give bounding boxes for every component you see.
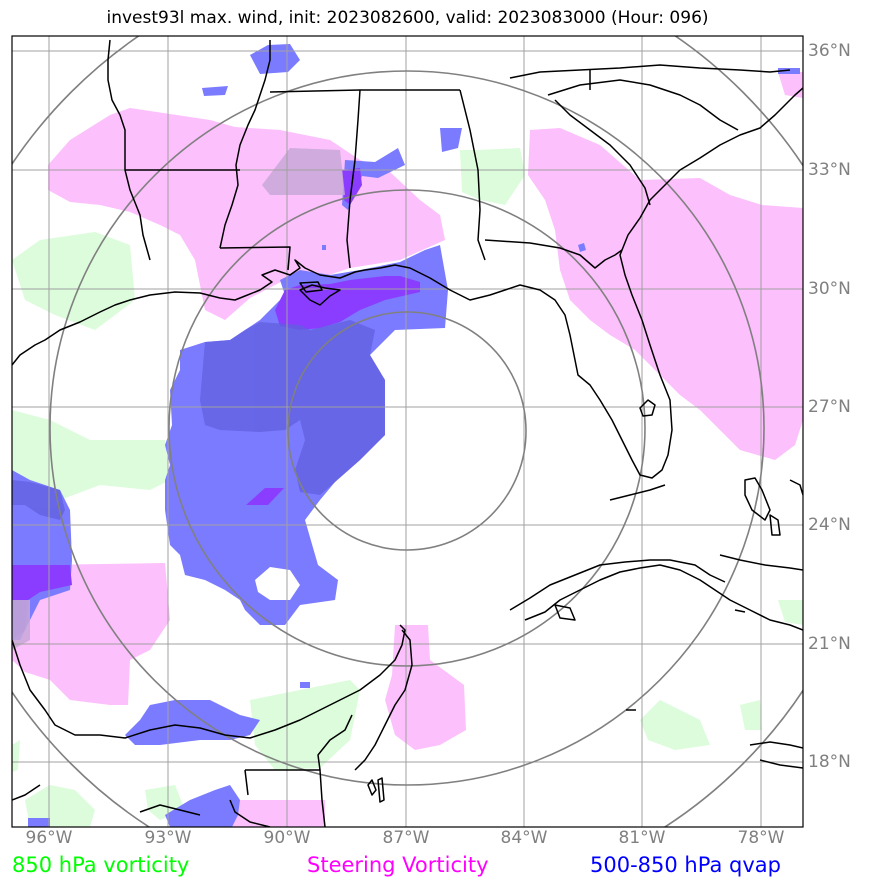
lat-label-24n: 24°N: [808, 515, 851, 535]
lon-label-93w: 93°W: [145, 828, 192, 848]
legend-steering-vorticity: Steering Vorticity: [307, 853, 489, 877]
lon-label-84w: 84°W: [501, 828, 548, 848]
lon-label-96w: 96°W: [26, 828, 73, 848]
lat-label-18n: 18°N: [808, 752, 851, 772]
legend-850-vorticity: 850 hPa vorticity: [12, 853, 189, 877]
lat-label-36n: 36°N: [808, 41, 851, 61]
lat-label-27n: 27°N: [808, 397, 851, 417]
lat-label-33n: 33°N: [808, 160, 851, 180]
lon-label-78w: 78°W: [738, 828, 785, 848]
lon-label-87w: 87°W: [383, 828, 430, 848]
lat-label-21n: 21°N: [808, 634, 851, 654]
legend-qvap: 500-850 hPa qvap: [590, 853, 781, 877]
lon-label-90w: 90°W: [264, 828, 311, 848]
lat-label-30n: 30°N: [808, 279, 851, 299]
lon-label-81w: 81°W: [619, 828, 666, 848]
